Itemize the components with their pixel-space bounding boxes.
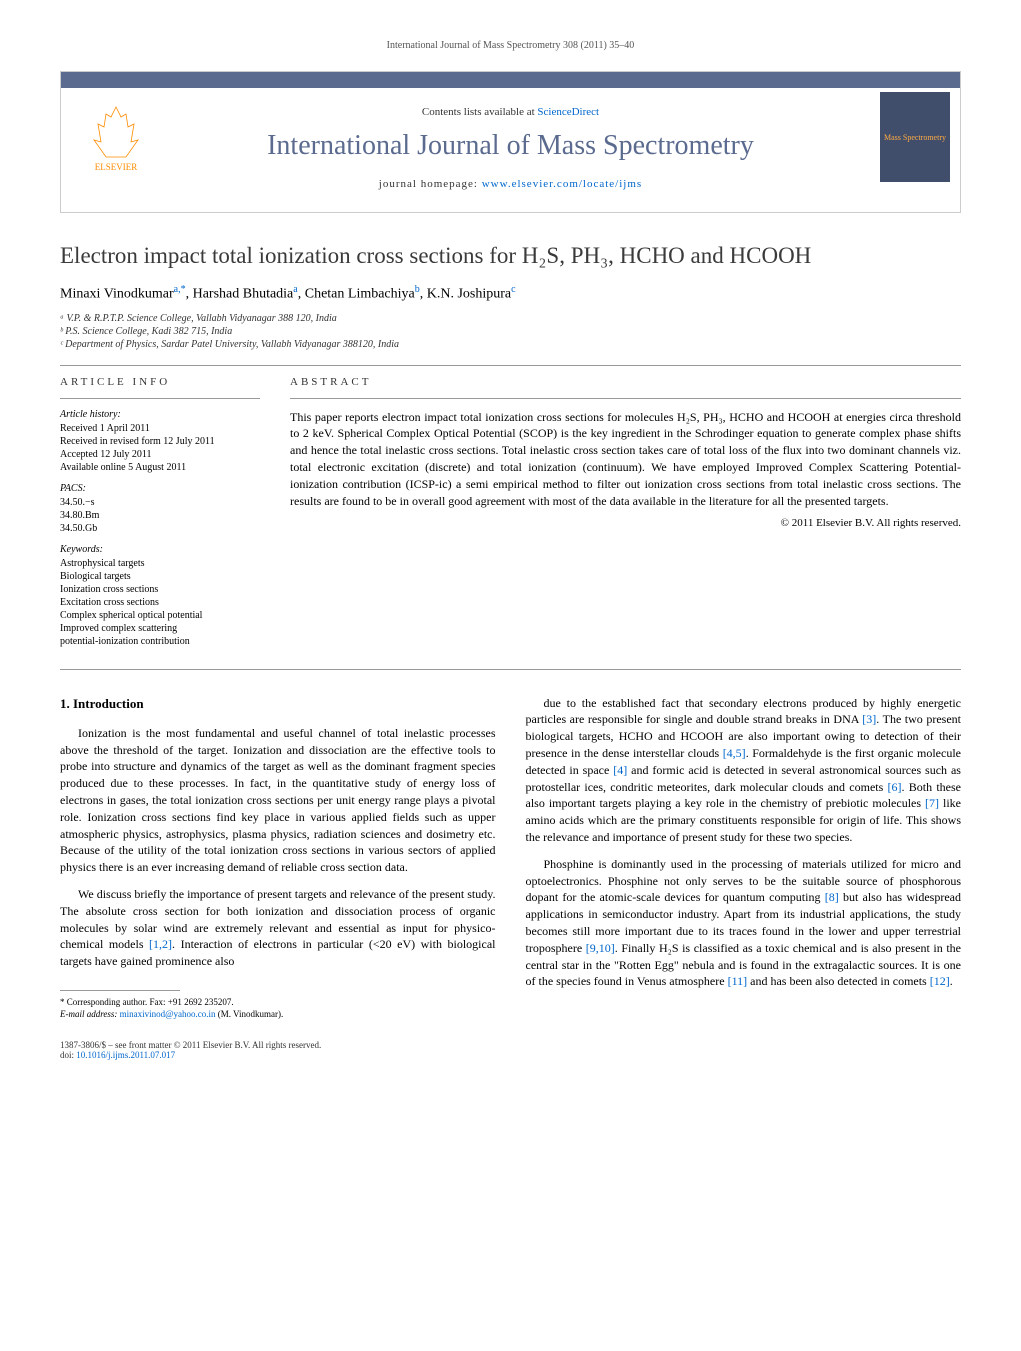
history-item: Received 1 April 2011 bbox=[60, 423, 260, 434]
reference-link[interactable]: [6] bbox=[888, 780, 902, 794]
keyword-item: Astrophysical targets bbox=[60, 558, 260, 569]
pacs-item: 34.80.Bm bbox=[60, 510, 260, 521]
divider bbox=[60, 365, 961, 366]
authors-list: Minaxi Vinodkumara,*, Harshad Bhutadiaa,… bbox=[60, 284, 961, 303]
body-columns: 1. Introduction Ionization is the most f… bbox=[60, 695, 961, 1021]
article-title: Electron impact total ionization cross s… bbox=[60, 243, 961, 269]
journal-name: International Journal of Mass Spectromet… bbox=[181, 130, 840, 162]
keyword-item: potential-ionization contribution bbox=[60, 636, 260, 647]
journal-homepage-link[interactable]: www.elsevier.com/locate/ijms bbox=[482, 178, 642, 190]
reference-link[interactable]: [8] bbox=[825, 890, 839, 904]
keyword-item: Biological targets bbox=[60, 571, 260, 582]
history-item: Available online 5 August 2011 bbox=[60, 462, 260, 473]
sciencedirect-link[interactable]: ScienceDirect bbox=[537, 106, 599, 118]
keyword-item: Complex spherical optical potential bbox=[60, 610, 260, 621]
keywords-heading: Keywords: bbox=[60, 544, 260, 555]
pacs-item: 34.50.Gb bbox=[60, 523, 260, 534]
body-paragraph: due to the established fact that seconda… bbox=[526, 695, 962, 846]
affiliation-c: ᶜ Department of Physics, Sardar Patel Un… bbox=[60, 339, 961, 350]
elsevier-logo: ELSEVIER bbox=[71, 92, 161, 182]
keyword-item: Improved complex scattering bbox=[60, 623, 260, 634]
history-heading: Article history: bbox=[60, 409, 260, 420]
history-item: Received in revised form 12 July 2011 bbox=[60, 436, 260, 447]
pacs-heading: PACS: bbox=[60, 483, 260, 494]
contents-available-line: Contents lists available at ScienceDirec… bbox=[181, 106, 840, 118]
right-column: due to the established fact that seconda… bbox=[526, 695, 962, 1021]
reference-link[interactable]: [3] bbox=[862, 712, 876, 726]
left-column: 1. Introduction Ionization is the most f… bbox=[60, 695, 496, 1021]
section-heading: 1. Introduction bbox=[60, 695, 496, 713]
footnote-corr: * Corresponding author. Fax: +91 2692 23… bbox=[60, 997, 496, 1009]
doi-label: doi: bbox=[60, 1050, 74, 1060]
journal-cover-thumbnail: Mass Spectrometry bbox=[880, 92, 950, 182]
body-paragraph: Phosphine is dominantly used in the proc… bbox=[526, 856, 962, 990]
keyword-item: Ionization cross sections bbox=[60, 584, 260, 595]
header-citation: International Journal of Mass Spectromet… bbox=[60, 40, 961, 51]
reference-link[interactable]: [7] bbox=[925, 796, 939, 810]
abstract-heading: abstract bbox=[290, 376, 961, 388]
doi-link[interactable]: 10.1016/j.ijms.2011.07.017 bbox=[76, 1050, 175, 1060]
abstract-copyright: © 2011 Elsevier B.V. All rights reserved… bbox=[290, 517, 961, 529]
article-info-block: article info Article history: Received 1… bbox=[60, 376, 260, 649]
email-suffix: (M. Vinodkumar). bbox=[218, 1009, 284, 1019]
article-info-heading: article info bbox=[60, 376, 260, 388]
reference-link[interactable]: [12] bbox=[930, 974, 950, 988]
reference-link[interactable]: [4] bbox=[613, 763, 627, 777]
reference-link[interactable]: [11] bbox=[728, 974, 748, 988]
journal-homepage-line: journal homepage: www.elsevier.com/locat… bbox=[181, 178, 840, 190]
journal-banner: ELSEVIER Mass Spectrometry Contents list… bbox=[60, 71, 961, 213]
abstract-block: abstract This paper reports electron imp… bbox=[290, 376, 961, 649]
affiliation-b: ᵇ P.S. Science College, Kadi 382 715, In… bbox=[60, 326, 961, 337]
pacs-item: 34.50.−s bbox=[60, 497, 260, 508]
abstract-text: This paper reports electron impact total… bbox=[290, 409, 961, 510]
body-paragraph: Ionization is the most fundamental and u… bbox=[60, 725, 496, 876]
footnote-divider bbox=[60, 990, 180, 991]
reference-link[interactable]: [9,10] bbox=[586, 941, 615, 955]
divider bbox=[60, 669, 961, 670]
page-footer: 1387-3806/$ – see front matter © 2011 El… bbox=[60, 1040, 961, 1060]
tree-icon bbox=[86, 102, 146, 162]
reference-link[interactable]: [4,5] bbox=[723, 746, 746, 760]
affiliations: ᵃ V.P. & R.P.T.P. Science College, Valla… bbox=[60, 313, 961, 350]
reference-link[interactable]: [1,2] bbox=[149, 937, 172, 951]
email-label: E-mail address: bbox=[60, 1009, 120, 1019]
keyword-item: Excitation cross sections bbox=[60, 597, 260, 608]
corresponding-author-footnote: * Corresponding author. Fax: +91 2692 23… bbox=[60, 997, 496, 1020]
banner-top-bar bbox=[61, 72, 960, 88]
email-link[interactable]: minaxivinod@yahoo.co.in bbox=[120, 1009, 216, 1019]
affiliation-a: ᵃ V.P. & R.P.T.P. Science College, Valla… bbox=[60, 313, 961, 324]
history-item: Accepted 12 July 2011 bbox=[60, 449, 260, 460]
divider bbox=[60, 398, 260, 399]
divider bbox=[290, 398, 961, 399]
footer-copyright: 1387-3806/$ – see front matter © 2011 El… bbox=[60, 1040, 321, 1050]
body-paragraph: We discuss briefly the importance of pre… bbox=[60, 886, 496, 970]
